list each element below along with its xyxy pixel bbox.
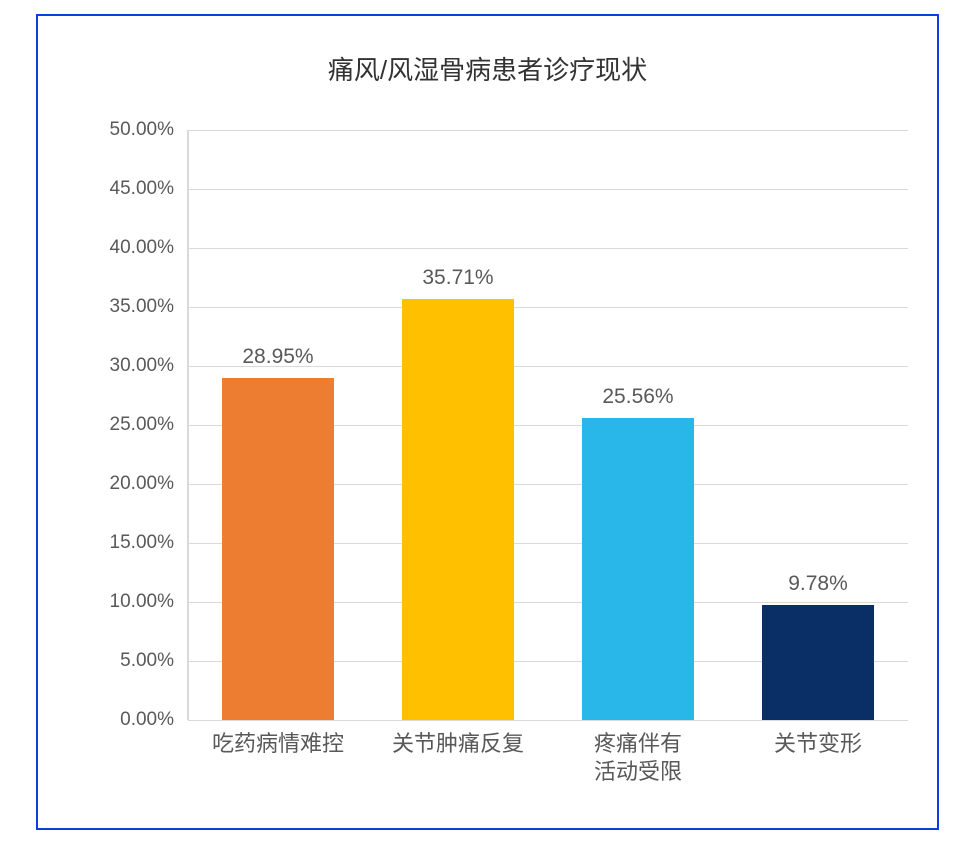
plot-area: 0.00%5.00%10.00%15.00%20.00%25.00%30.00%… <box>188 130 908 720</box>
y-tick-label: 35.00% <box>84 296 174 318</box>
y-tick-label: 50.00% <box>84 119 174 141</box>
bar-value-label: 28.95% <box>188 345 368 369</box>
x-tick-label: 关节肿痛反复 <box>368 730 548 758</box>
gridline <box>188 248 908 249</box>
gridline <box>188 307 908 308</box>
y-tick-label: 45.00% <box>84 178 174 200</box>
chart-container: 痛风/风湿骨病患者诊疗现状 0.00%5.00%10.00%15.00%20.0… <box>0 0 975 856</box>
y-tick-label: 40.00% <box>84 237 174 259</box>
bar-value-label: 35.71% <box>368 266 548 290</box>
y-tick-label: 15.00% <box>84 532 174 554</box>
y-tick-label: 30.00% <box>84 355 174 377</box>
y-tick-label: 0.00% <box>84 709 174 731</box>
y-tick-label: 25.00% <box>84 414 174 436</box>
bar <box>402 299 514 720</box>
gridline <box>188 130 908 131</box>
x-tick-label: 关节变形 <box>728 730 908 758</box>
bar-value-label: 9.78% <box>728 572 908 596</box>
x-tick-label: 吃药病情难控 <box>188 730 368 758</box>
gridline <box>188 720 908 721</box>
chart-title: 痛风/风湿骨病患者诊疗现状 <box>0 50 975 87</box>
y-tick-label: 10.00% <box>84 591 174 613</box>
y-tick-label: 5.00% <box>84 650 174 672</box>
gridline <box>188 189 908 190</box>
bar <box>222 378 334 720</box>
x-tick-label: 疼痛伴有活动受限 <box>548 730 728 785</box>
bar <box>762 605 874 720</box>
bar <box>582 418 694 720</box>
y-tick-label: 20.00% <box>84 473 174 495</box>
bar-value-label: 25.56% <box>548 385 728 409</box>
